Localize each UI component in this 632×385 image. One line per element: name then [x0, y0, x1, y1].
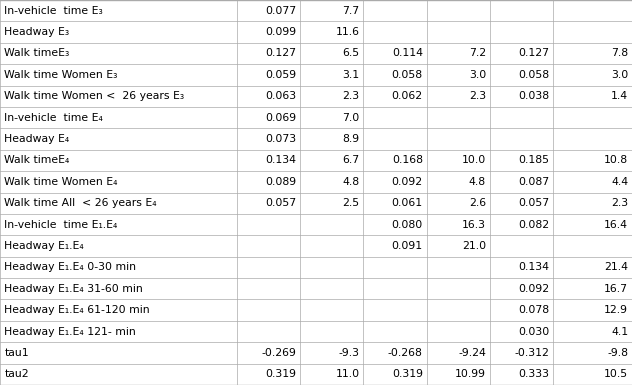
Text: 16.7: 16.7: [604, 284, 628, 294]
Text: 0.063: 0.063: [265, 91, 296, 101]
Text: -0.312: -0.312: [514, 348, 549, 358]
Text: Walk time Women E₄: Walk time Women E₄: [4, 177, 118, 187]
Text: 0.168: 0.168: [392, 156, 423, 166]
Text: 0.069: 0.069: [265, 113, 296, 123]
Text: 4.8: 4.8: [343, 177, 360, 187]
Text: 2.5: 2.5: [343, 198, 360, 208]
Text: 0.082: 0.082: [518, 219, 549, 229]
Text: -0.269: -0.269: [262, 348, 296, 358]
Text: Walk time All  < 26 years E₄: Walk time All < 26 years E₄: [4, 198, 157, 208]
Text: 0.089: 0.089: [265, 177, 296, 187]
Text: 0.099: 0.099: [265, 27, 296, 37]
Text: Headway E₁.E₄ 61-120 min: Headway E₁.E₄ 61-120 min: [4, 305, 150, 315]
Text: 2.3: 2.3: [469, 91, 486, 101]
Text: 0.092: 0.092: [518, 284, 549, 294]
Text: 0.127: 0.127: [265, 49, 296, 59]
Text: Walk time Women E₃: Walk time Women E₃: [4, 70, 118, 80]
Text: 7.8: 7.8: [611, 49, 628, 59]
Text: 0.059: 0.059: [265, 70, 296, 80]
Text: 0.061: 0.061: [392, 198, 423, 208]
Text: 0.058: 0.058: [518, 70, 549, 80]
Text: 0.057: 0.057: [265, 198, 296, 208]
Text: 0.333: 0.333: [518, 369, 549, 379]
Text: 7.7: 7.7: [343, 6, 360, 16]
Text: tau2: tau2: [4, 369, 29, 379]
Text: Headway E₁.E₄ 121- min: Headway E₁.E₄ 121- min: [4, 326, 136, 336]
Text: 0.092: 0.092: [392, 177, 423, 187]
Text: 0.058: 0.058: [392, 70, 423, 80]
Text: Headway E₁.E₄: Headway E₁.E₄: [4, 241, 84, 251]
Text: 0.134: 0.134: [265, 156, 296, 166]
Text: In-vehicle  time E₃: In-vehicle time E₃: [4, 6, 103, 16]
Text: 0.319: 0.319: [265, 369, 296, 379]
Text: 0.077: 0.077: [265, 6, 296, 16]
Text: Headway E₁.E₄ 31-60 min: Headway E₁.E₄ 31-60 min: [4, 284, 143, 294]
Text: -9.8: -9.8: [607, 348, 628, 358]
Text: 8.9: 8.9: [343, 134, 360, 144]
Text: 0.114: 0.114: [392, 49, 423, 59]
Text: 3.1: 3.1: [343, 70, 360, 80]
Text: In-vehicle  time E₁.E₄: In-vehicle time E₁.E₄: [4, 219, 118, 229]
Text: 10.0: 10.0: [462, 156, 486, 166]
Text: 4.1: 4.1: [611, 326, 628, 336]
Text: 0.057: 0.057: [518, 198, 549, 208]
Text: 2.6: 2.6: [469, 198, 486, 208]
Text: 0.038: 0.038: [518, 91, 549, 101]
Text: 11.0: 11.0: [336, 369, 360, 379]
Text: Walk timeE₃: Walk timeE₃: [4, 49, 70, 59]
Text: 21.0: 21.0: [462, 241, 486, 251]
Text: Walk time Women <  26 years E₃: Walk time Women < 26 years E₃: [4, 91, 185, 101]
Text: 12.9: 12.9: [604, 305, 628, 315]
Text: 0.127: 0.127: [518, 49, 549, 59]
Text: -9.3: -9.3: [339, 348, 360, 358]
Text: 3.0: 3.0: [611, 70, 628, 80]
Text: Walk timeE₄: Walk timeE₄: [4, 156, 70, 166]
Text: 0.078: 0.078: [518, 305, 549, 315]
Text: 1.4: 1.4: [611, 91, 628, 101]
Text: 10.8: 10.8: [604, 156, 628, 166]
Text: 3.0: 3.0: [469, 70, 486, 80]
Text: 7.0: 7.0: [343, 113, 360, 123]
Text: 0.030: 0.030: [518, 326, 549, 336]
Text: 6.7: 6.7: [343, 156, 360, 166]
Text: 7.2: 7.2: [469, 49, 486, 59]
Text: 0.091: 0.091: [392, 241, 423, 251]
Text: In-vehicle  time E₄: In-vehicle time E₄: [4, 113, 103, 123]
Text: 4.4: 4.4: [611, 177, 628, 187]
Text: 0.319: 0.319: [392, 369, 423, 379]
Text: tau1: tau1: [4, 348, 29, 358]
Text: 0.185: 0.185: [518, 156, 549, 166]
Text: Headway E₁.E₄ 0-30 min: Headway E₁.E₄ 0-30 min: [4, 262, 137, 272]
Text: 16.3: 16.3: [462, 219, 486, 229]
Text: Headway E₄: Headway E₄: [4, 134, 70, 144]
Text: 10.5: 10.5: [604, 369, 628, 379]
Text: 6.5: 6.5: [343, 49, 360, 59]
Text: 21.4: 21.4: [604, 262, 628, 272]
Text: 2.3: 2.3: [611, 198, 628, 208]
Text: 2.3: 2.3: [343, 91, 360, 101]
Text: 0.080: 0.080: [392, 219, 423, 229]
Text: Headway E₃: Headway E₃: [4, 27, 70, 37]
Text: 0.062: 0.062: [392, 91, 423, 101]
Text: 0.134: 0.134: [518, 262, 549, 272]
Text: 10.99: 10.99: [455, 369, 486, 379]
Text: -9.24: -9.24: [458, 348, 486, 358]
Text: 0.087: 0.087: [518, 177, 549, 187]
Text: 4.8: 4.8: [469, 177, 486, 187]
Text: 0.073: 0.073: [265, 134, 296, 144]
Text: 11.6: 11.6: [336, 27, 360, 37]
Text: -0.268: -0.268: [388, 348, 423, 358]
Text: 16.4: 16.4: [604, 219, 628, 229]
